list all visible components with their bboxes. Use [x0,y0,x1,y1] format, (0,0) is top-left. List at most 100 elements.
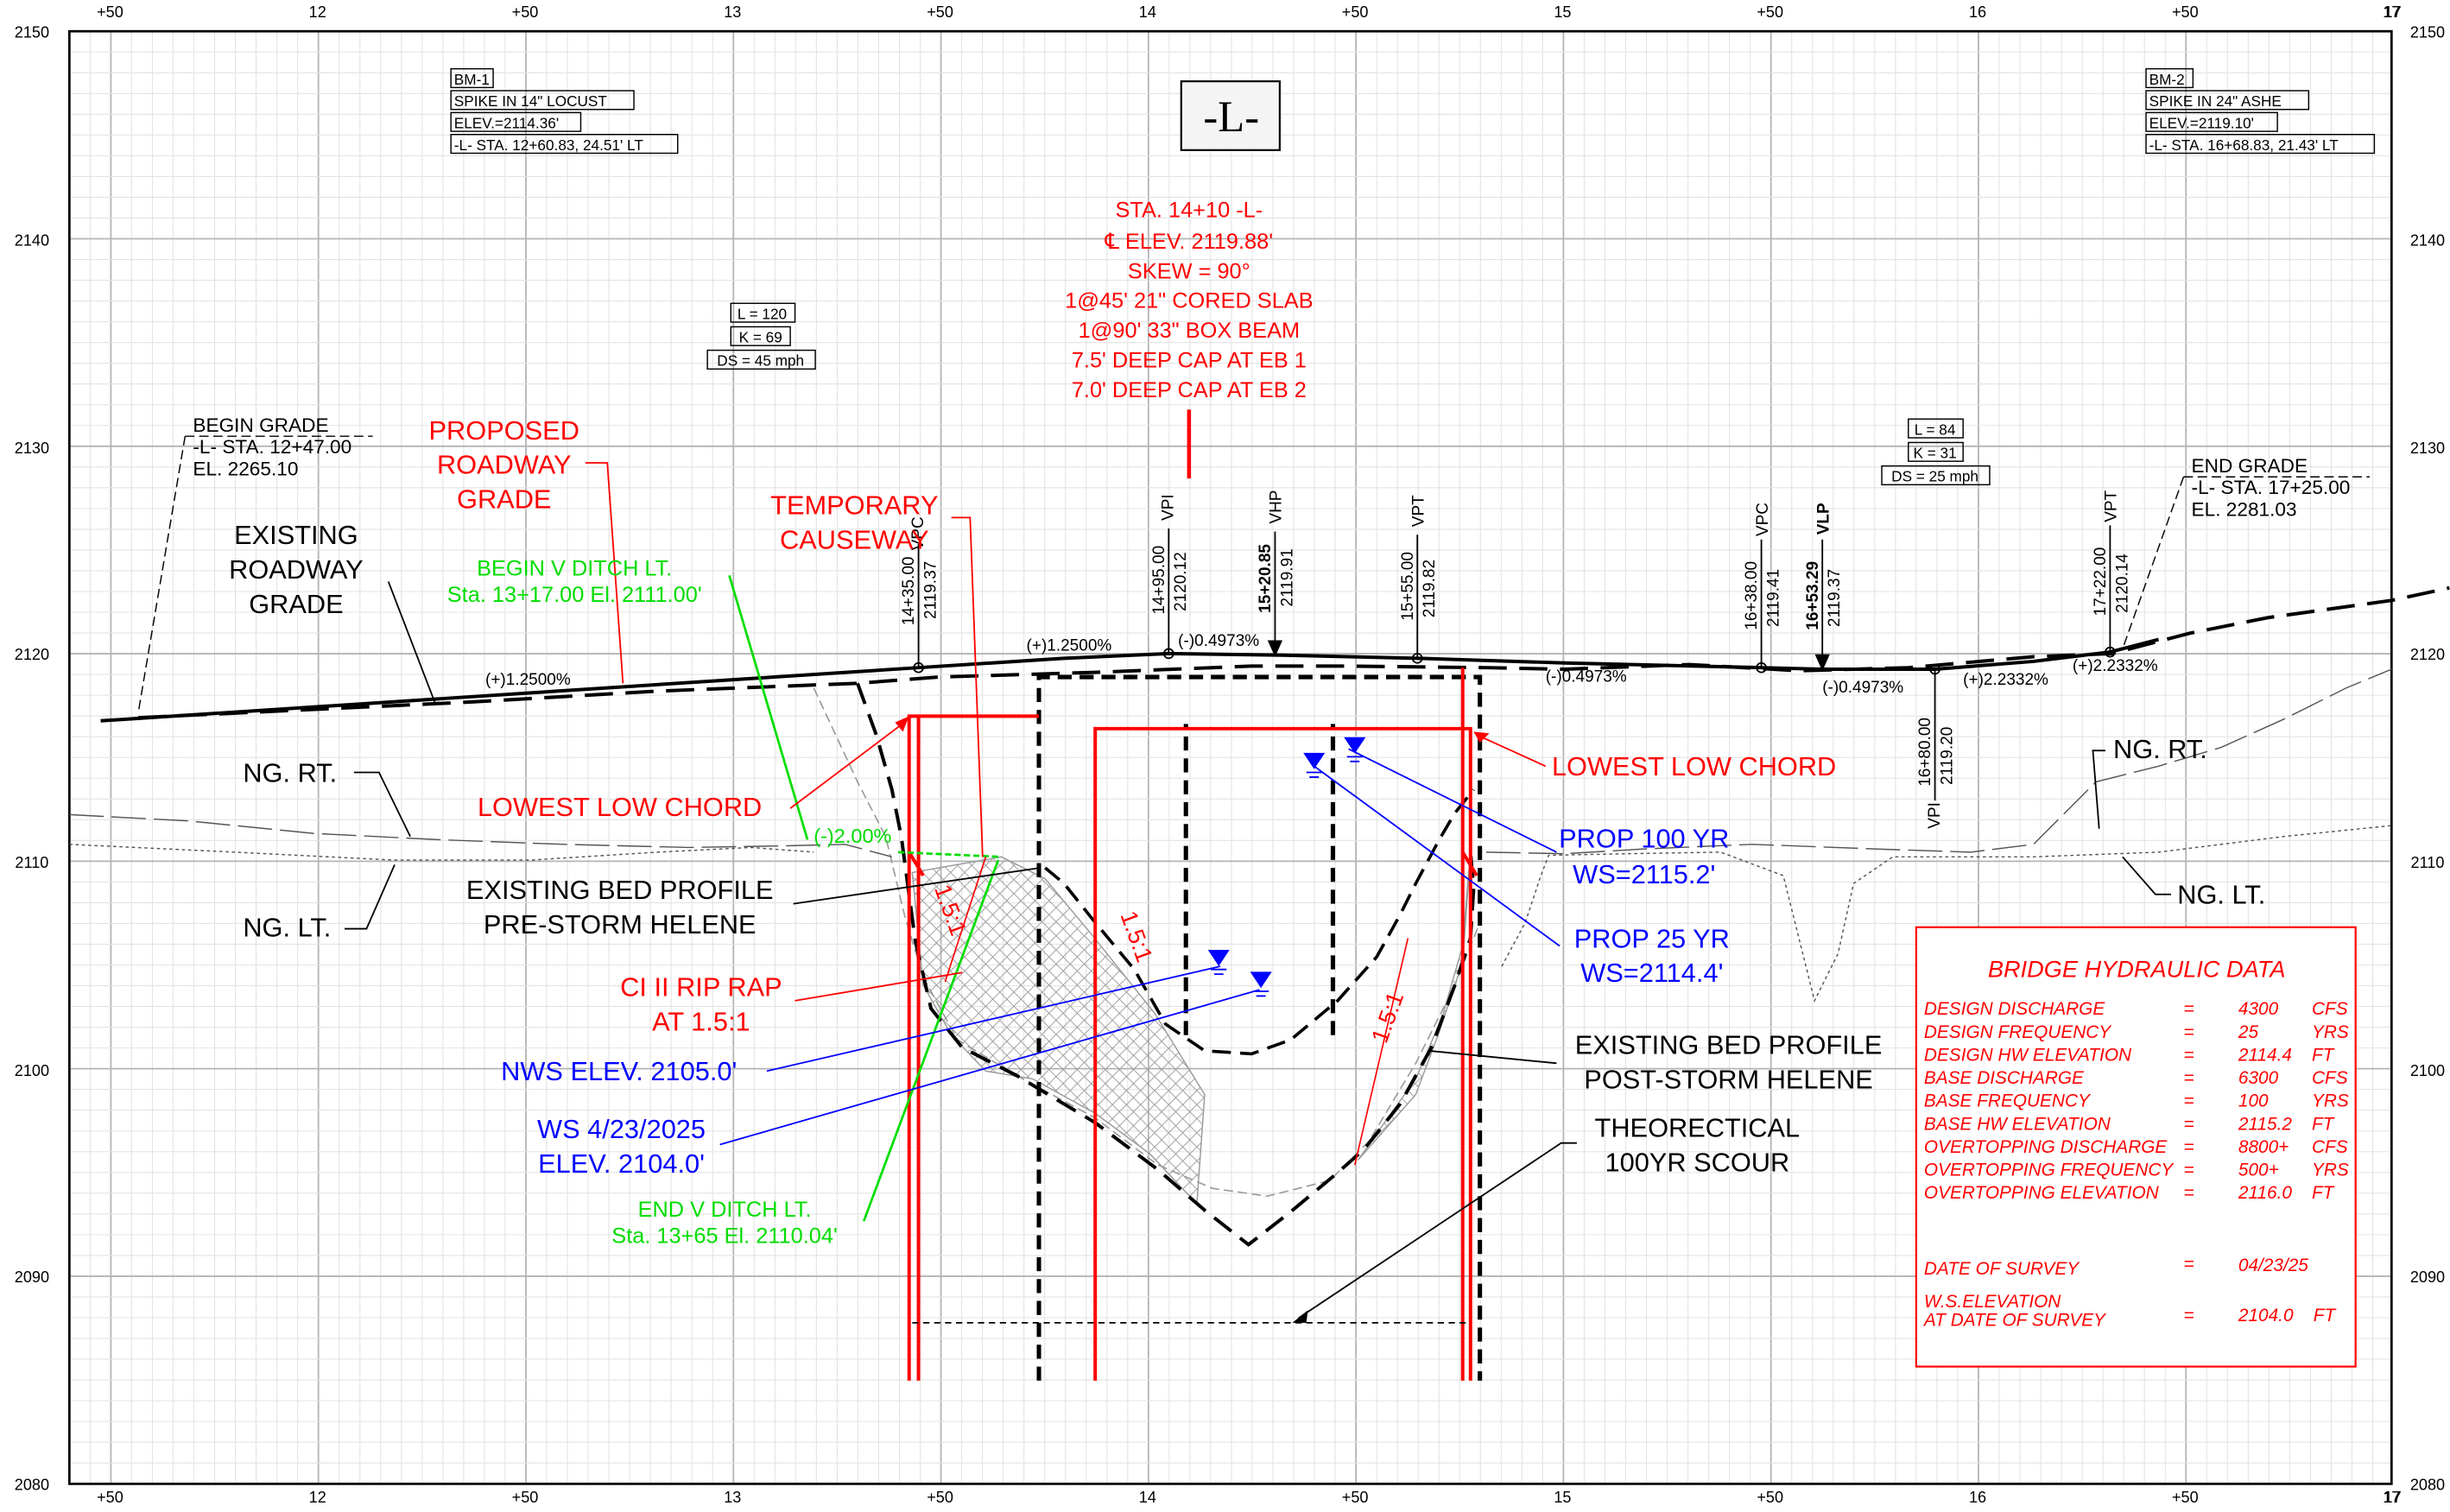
gp-vpt2-type: VPT [2103,490,2121,522]
label-bed-post-1: EXISTING BED PROFILE [1575,1029,1883,1060]
gp-vhp-type: VHP [1268,490,1286,524]
nws-leader [766,965,1221,1072]
natural-ground-rt-east [1485,668,2392,855]
label-prop100-2: WS=2115.2' [1573,859,1715,889]
label-bed-pre-1: EXISTING BED PROFILE [466,875,774,905]
gp-vpc1-type: VPC [909,516,927,550]
view-title: -L- [1203,92,1259,141]
vertical-curve-1-data: L = 120 K = 69 DS = 45 mph [706,302,816,370]
label-ng-rt-left: NG. RT. [243,757,337,788]
gp-vpi1-elev: 2120.12 [1172,552,1190,611]
grade-pct-2: (+)1.2500% [1027,636,1112,655]
elev-label-right-2100: 2100 [2410,1062,2445,1079]
label-proposed-grade-2: ROADWAY [437,450,572,480]
hydraulic-row-eq: = [2183,1161,2194,1180]
elev-label-2100: 2100 [15,1062,49,1079]
benchmark-1-box-elev [450,111,582,132]
gp-vpc2-elev: 2119.41 [1765,569,1783,627]
grade-pct-7: (+)2.2332% [2073,657,2158,675]
benchmark-1-id: BM-1 [454,71,490,88]
hydraulic-row-value: 6300 [2238,1068,2279,1088]
label-low-chord-left: LOWEST LOW CHORD [478,792,762,822]
elev-label-2150: 2150 [15,23,49,41]
gp-vpt2-elev: 2120.14 [2113,554,2131,613]
station-label-bottom: 15 [1554,1489,1571,1506]
hydraulic-ws-label-1: W.S.ELEVATION [1924,1292,2061,1312]
bridge-note-line-5: 1@90' 33" BOX BEAM [1079,319,1301,343]
hydraulic-row-label: DESIGN DISCHARGE [1924,999,2105,1019]
ditch-lines [728,574,1002,1222]
elev-label-right-2080: 2080 [2410,1477,2445,1494]
station-label-top: +50 [927,3,953,21]
curve-1-box-l [730,302,796,323]
label-ng-lt-left: NG. LT. [243,913,331,943]
hydraulic-row-label: OVERTOPPING FREQUENCY [1924,1161,2175,1180]
callouts-left: PROPOSED ROADWAY GRADE EXISTING ROADWAY … [229,415,1260,1249]
station-label-top: +50 [97,3,123,21]
elev-label-right-2090: 2090 [2410,1268,2445,1286]
ws-marker-25yr [1303,752,1326,769]
label-nws: NWS ELEV. 2105.0' [501,1056,737,1086]
begin-ditch-leader [728,574,809,840]
ng-rt-left-leader [353,771,411,838]
existing-grade-leader [387,581,436,705]
station-label-bottom: +50 [1342,1489,1369,1506]
grade-pct-1: (+)1.2500% [485,671,571,689]
hydraulic-survey-date-eq: = [2183,1254,2194,1274]
station-label-top: +50 [1757,3,1783,21]
bridge-note-line-6: 7.5' DEEP CAP AT EB 1 [1072,349,1307,373]
elev-label-2080: 2080 [15,1477,49,1494]
station-label-top: 12 [309,3,326,21]
profile-frame [67,29,2393,1485]
station-label-bottom: +50 [512,1489,539,1506]
hydraulic-row-unit: YRS [2312,1091,2349,1111]
station-label-bottom: 14 [1139,1489,1156,1506]
label-ws-survey-1: WS 4/23/2025 [537,1114,706,1144]
gp-vpi1-circle [1162,648,1174,660]
end-grade-leader [2122,476,2370,649]
hydraulic-row-value: 500+ [2238,1161,2279,1180]
grade-percentages: (+)1.2500% (+)1.2500% (-)0.4973% (-)0.49… [485,632,2158,847]
hydraulic-row-value: 2116.0 [2238,1183,2293,1203]
gp-vpc1-station: 14+35.00 [900,557,918,626]
existing-roadway-grade [137,585,2450,720]
gp-vlp-elev: 2119.37 [1826,569,1844,627]
natural-ground-lt [69,844,814,861]
begin-grade-note: BEGIN GRADE -L- STA. 12+47.00 EL. 2265.1… [137,414,373,713]
end-grade-station: -L- STA. 17+25.00 [2192,477,2351,498]
station-label-top: +50 [2172,3,2199,21]
hydraulic-row-eq: = [2183,1114,2194,1134]
begin-grade-elev: EL. 2265.10 [193,458,298,479]
hydraulic-row-eq: = [2183,1137,2194,1157]
prop100-leader [1348,748,1557,853]
benchmark-1-station: -L- STA. 12+60.83, 24.51' LT [454,136,644,154]
bridge-note-line-2: ℄ ELEV. 2119.88' [1105,230,1273,254]
hydraulic-row-label: DESIGN HW ELEVATION [1924,1045,2132,1065]
benchmark-2: BM-2 SPIKE IN 24" ASHE ELEV.=2119.10' -L… [2145,67,2376,155]
curve-1-design-speed: DS = 45 mph [717,352,804,370]
station-label-bottom: 16 [1969,1489,1986,1506]
hydraulic-row-unit: CFS [2312,1068,2348,1088]
benchmark-2-box-elev [2145,111,2278,132]
hydraulic-row-unit: FT [2312,1114,2335,1134]
elev-label-2090: 2090 [15,1268,49,1286]
label-scour-2: 100YR SCOUR [1605,1147,1789,1177]
ditch-flowline [897,851,1002,858]
bed-post-leader [1428,1049,1557,1065]
gp-vpi2-type: VPI [1926,802,1944,829]
grade-point-labels: VPC 14+35.00 2119.37 VPI 14+95.00 2120.1… [900,490,2131,828]
slope-guide-lines [944,857,1409,1166]
curve-1-box-k [730,326,791,346]
label-ng-lt-right: NG. LT. [2177,880,2265,910]
benchmark-2-box-sta [2145,134,2376,155]
curve-2-length: L = 84 [1915,421,1956,438]
gp-vpi2-circle [1929,663,1940,675]
gp-vpc2-type: VPC [1754,503,1772,536]
benchmark-2-id: BM-2 [2149,71,2185,88]
hydraulic-row-eq: = [2183,1183,2194,1203]
label-temp-causeway-2: CAUSEWAY [780,525,929,555]
benchmark-2-elev: ELEV.=2119.10' [2149,114,2254,131]
hydraulic-ws-label-2: AT DATE OF SURVEY [1922,1311,2107,1331]
gp-vpc1-circle [913,661,924,674]
low-chord-right-arrow [1473,731,1490,743]
